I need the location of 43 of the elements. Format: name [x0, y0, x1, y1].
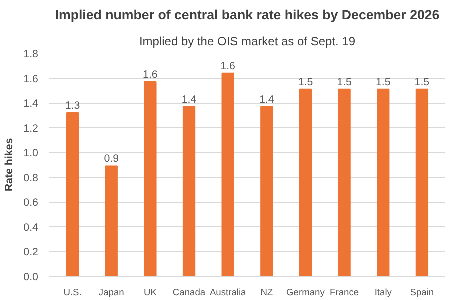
data-label: 1.5 [376, 76, 391, 88]
y-tick-label: 1.4 [24, 98, 39, 110]
bar [182, 106, 196, 276]
y-tick-label: 1.8 [24, 48, 39, 60]
y-tick-label: 1.6 [24, 73, 39, 86]
y-axis-title: Rate hikes [4, 138, 16, 192]
data-label: 1.4 [182, 94, 197, 106]
x-tick-label: UK [144, 288, 158, 298]
bar [299, 88, 312, 276]
data-label: 1.5 [298, 76, 314, 88]
data-label: 1.6 [220, 60, 236, 72]
y-tick-label: 1.2 [24, 122, 39, 135]
bar [377, 88, 390, 276]
x-tick-label: Australia [210, 288, 248, 298]
bar [338, 88, 351, 276]
y-tick-label: 0.2 [24, 246, 39, 259]
x-tick-label: Spain [410, 288, 434, 298]
x-tick-label: NZ [260, 288, 274, 298]
x-tick-label: Italy [374, 288, 392, 298]
x-tick-label: France [330, 288, 360, 298]
y-tick-label: 0.4 [24, 222, 39, 234]
bar [105, 166, 118, 276]
y-tick-label: 1.0 [24, 148, 39, 160]
x-tick-label: U.S. [64, 288, 82, 298]
chart-title: Implied number of central bank rate hikes by December 2026 [55, 8, 440, 22]
bar [260, 106, 274, 276]
y-tick-label: 0.0 [24, 272, 39, 284]
x-tick-label: Germany [286, 288, 326, 298]
data-label: 1.5 [414, 76, 430, 88]
data-label: 1.5 [337, 76, 352, 88]
y-tick-label: 0.6 [24, 197, 39, 210]
data-label: 1.6 [143, 68, 158, 81]
bar [222, 72, 234, 276]
data-label: 0.9 [104, 153, 120, 166]
data-label: 1.4 [260, 94, 274, 106]
x-tick-label: Japan [98, 288, 124, 298]
bar [144, 81, 157, 276]
x-tick-label: Canada [172, 288, 206, 298]
bar [416, 88, 429, 276]
data-label: 1.3 [65, 100, 80, 112]
bar [66, 112, 80, 276]
y-tick-label: 0.8 [24, 172, 39, 184]
chart-subtitle: Implied by the OIS market as of Sept. 19 [139, 34, 356, 48]
